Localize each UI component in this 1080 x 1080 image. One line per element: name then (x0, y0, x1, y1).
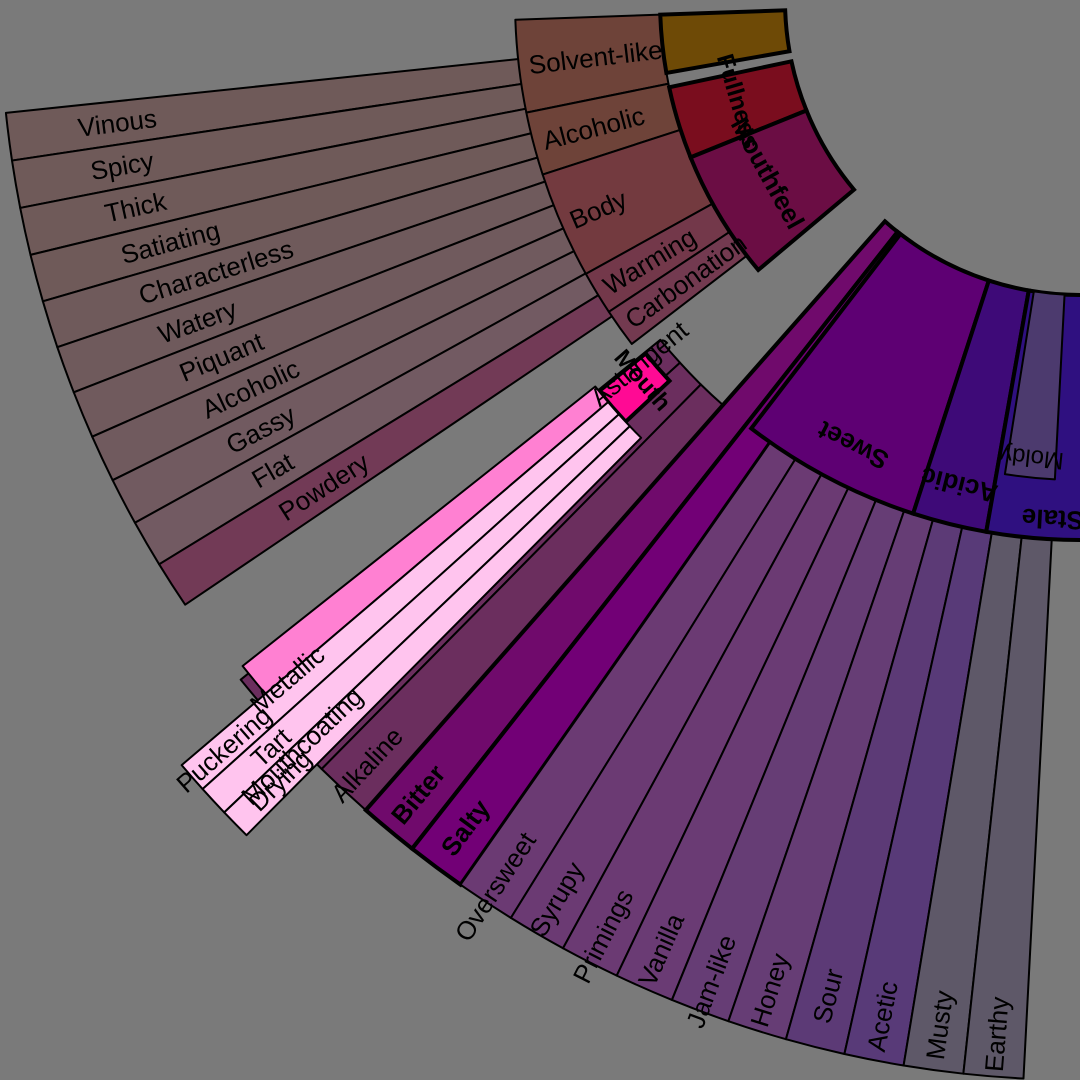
segment-acidic (910, 278, 1032, 535)
segment-mouthfeel (687, 107, 857, 273)
segment-sweet (748, 231, 992, 517)
segment-tart (201, 413, 631, 814)
label-earthy: Earthy (979, 996, 1015, 1073)
label-stale: Stale (1021, 503, 1080, 536)
segment-puckering (180, 401, 620, 791)
segment-astringent (241, 385, 610, 695)
label-moldy: Moldy (999, 441, 1066, 475)
segment-fullness (666, 58, 810, 160)
segment-drying (223, 425, 643, 837)
segment-mid-unnamed (658, 8, 792, 76)
segment-moldy (1003, 290, 1066, 481)
segment-alkaline (320, 383, 724, 812)
